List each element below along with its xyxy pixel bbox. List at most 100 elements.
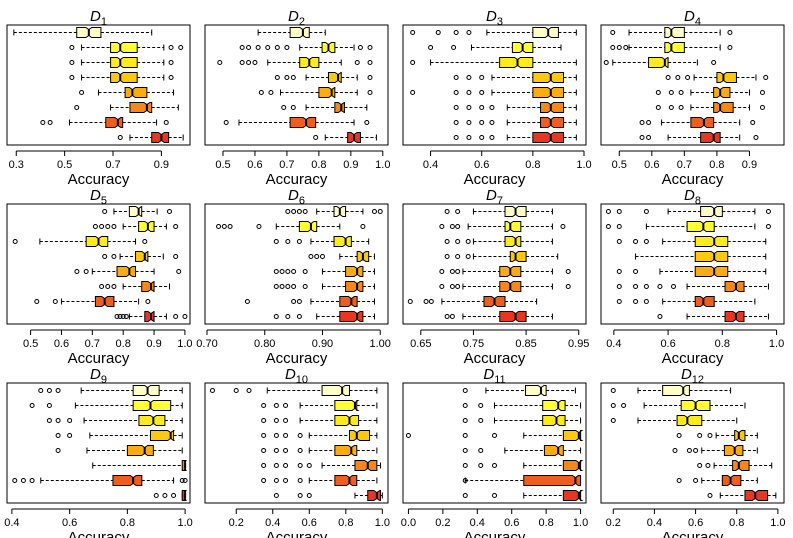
outlier-point <box>444 239 450 244</box>
outlier-point <box>410 90 416 95</box>
outlier-point <box>274 45 280 50</box>
x-axis-label: Accuracy <box>68 171 130 188</box>
box-2 <box>239 42 373 53</box>
box-body <box>542 400 566 411</box>
box-body <box>110 57 138 68</box>
x-tick-label: 0.8 <box>729 517 744 529</box>
outlier-point <box>166 209 172 214</box>
outlier-point <box>268 90 274 95</box>
outlier-point <box>455 284 461 289</box>
x-tick-label: 0.95 <box>568 338 589 350</box>
outlier-point <box>449 224 455 229</box>
box-7 <box>616 296 756 307</box>
outlier-point <box>265 45 271 50</box>
outlier-point <box>302 284 308 289</box>
box-body <box>648 57 669 68</box>
outlier-point <box>616 224 622 229</box>
box-body <box>334 415 360 426</box>
box-body <box>289 117 317 128</box>
x-tick-label: 0.6 <box>62 517 77 529</box>
outlier-point <box>255 45 261 50</box>
outlier-point <box>285 269 291 274</box>
outlier-point <box>759 90 765 95</box>
outlier-point <box>29 403 35 408</box>
box-4 <box>55 430 183 441</box>
outlier-point <box>462 448 468 453</box>
x-tick-label: 0.5 <box>23 338 38 350</box>
outlier-point <box>297 433 303 438</box>
outlier-point <box>678 105 684 110</box>
outlier-point <box>610 418 616 423</box>
outlier-point <box>297 448 303 453</box>
outlier-point <box>283 463 289 468</box>
outlier-point <box>686 448 692 453</box>
outlier-point <box>367 90 373 95</box>
outlier-point <box>261 478 267 483</box>
box-3 <box>46 415 183 426</box>
box-3 <box>444 236 553 247</box>
box-body <box>132 400 172 411</box>
box-3 <box>273 236 370 247</box>
outlier-point <box>455 254 461 259</box>
outlier-point <box>492 433 497 438</box>
outlier-point <box>605 224 611 229</box>
outlier-point <box>466 120 472 125</box>
outlier-point <box>273 493 279 498</box>
box-2 <box>605 221 771 232</box>
outlier-point <box>671 284 677 289</box>
x-tick-label: 0.65 <box>410 338 431 350</box>
panel-d3: D3 0.4 0.6 0.8 1.0 Accuracy <box>402 8 592 188</box>
outlier-point <box>117 314 123 319</box>
panel-title-sub: 1 <box>101 16 107 28</box>
outlier-point <box>646 120 652 125</box>
box-body <box>721 475 742 486</box>
box-body <box>298 221 318 232</box>
box-body <box>333 236 352 247</box>
outlier-point <box>697 463 703 468</box>
plot-frame <box>6 382 191 504</box>
box-7 <box>12 475 188 486</box>
outlier-point <box>610 45 616 50</box>
outlier-point <box>102 254 108 259</box>
box-7 <box>34 296 151 307</box>
outlier-point <box>120 314 126 319</box>
outlier-point <box>407 299 413 304</box>
panel-title: D11 <box>483 366 505 386</box>
outlier-point <box>291 299 297 304</box>
box-8 <box>114 311 188 322</box>
plot-frame <box>6 24 191 146</box>
box-body <box>734 430 746 441</box>
outlier-point <box>273 448 279 453</box>
box-body <box>112 475 143 486</box>
x-axis-label: Accuracy <box>464 350 526 367</box>
box-7 <box>244 296 375 307</box>
outlier-point <box>455 239 461 244</box>
outlier-point <box>479 90 485 95</box>
outlier-point <box>603 60 609 65</box>
box-5 <box>616 266 767 277</box>
outlier-point <box>290 75 296 80</box>
outlier-point <box>302 269 308 274</box>
outlier-point <box>296 314 302 319</box>
box-body <box>149 430 176 441</box>
x-axis-label: Accuracy <box>266 529 328 538</box>
box-4 <box>405 430 584 441</box>
outlier-point <box>313 135 319 140</box>
outlier-point <box>453 120 459 125</box>
box-body <box>523 475 582 486</box>
outlier-point <box>655 90 661 95</box>
box-8 <box>453 132 577 143</box>
box-body <box>540 117 565 128</box>
outlier-point <box>672 448 678 453</box>
x-tick-label: 0.6 <box>247 159 262 171</box>
box-6 <box>281 102 368 113</box>
box-6 <box>616 281 769 292</box>
panel-title-sub: 9 <box>101 374 107 386</box>
outlier-point <box>455 209 461 214</box>
box-6 <box>453 102 577 113</box>
box-body <box>504 221 522 232</box>
box-4 <box>102 251 179 262</box>
box-1 <box>610 385 732 396</box>
outlier-point <box>283 478 289 483</box>
outlier-point <box>462 478 468 483</box>
